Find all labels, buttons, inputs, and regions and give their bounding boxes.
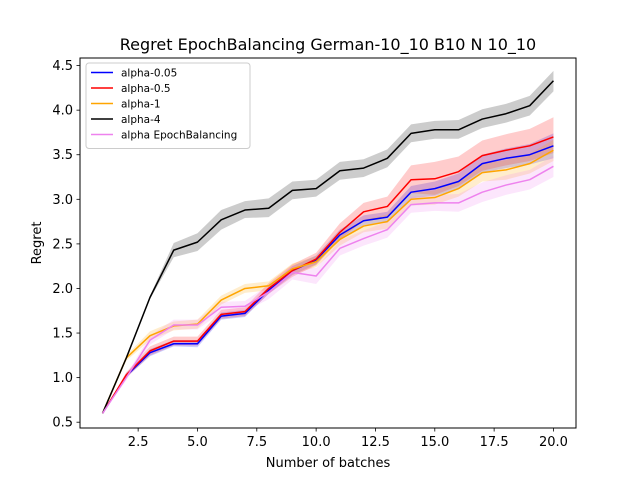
chart-title: Regret EpochBalancing German-10_10 B10 N… [120,35,536,55]
band-alpha-4 [102,70,554,414]
x-tick-label: 17.5 [480,435,509,450]
legend-label-alpha-epochbalancing: alpha EpochBalancing [121,129,237,141]
axes-frame [79,57,577,429]
y-tick-label: 1.5 [52,327,73,342]
y-tick-label: 3.5 [52,148,73,163]
y-tick-label: 1.0 [52,371,73,386]
y-axis-label: Regret [30,222,45,265]
y-tick-label: 3.0 [52,193,73,208]
y-tick-label: 2.5 [52,237,73,252]
legend-label-alpha-0-5: alpha-0.5 [121,83,171,95]
x-tick-label: 15.0 [420,435,449,450]
x-tick-label: 12.5 [361,435,390,450]
legend-label-alpha-1: alpha-1 [121,98,161,110]
y-tick-label: 4.5 [52,59,73,74]
x-tick-label: 5.0 [187,435,208,450]
line-alpha-0-05 [101,145,554,414]
line-alpha-epochbalancing [101,165,554,414]
band-alpha-epochbalancing [102,155,554,414]
x-tick-label: 10.0 [302,435,331,450]
y-axis: 0.5 1.0 1.5 2.0 2.5 3.0 3.5 4.0 4.5 [52,59,80,431]
y-tick-label: 4.0 [52,104,73,119]
band-alpha-1 [102,139,554,414]
legend-label-alpha-0-05: alpha-0.05 [121,67,177,79]
y-tick-label: 0.5 [52,416,73,431]
x-tick-label: 7.5 [246,435,267,450]
legend-label-alpha-4: alpha-4 [121,114,161,126]
x-axis-label: Number of batches [266,456,391,471]
band-alpha-0-05 [102,133,554,414]
x-axis: 2.5 5.0 7.5 10.0 12.5 15.0 17.5 20.0 [128,428,568,450]
band-alpha-0-5 [102,117,554,414]
y-tick-label: 2.0 [52,282,73,297]
plot-area [101,70,554,414]
line-alpha-0-5 [101,136,554,414]
legend-box [85,62,251,149]
legend: alpha-0.05 alpha-0.5 alpha-1 alpha-4 alpha E… [85,62,251,149]
x-tick-label: 2.5 [128,435,149,450]
line-alpha-4 [101,80,554,414]
x-tick-label: 20.0 [539,435,568,450]
